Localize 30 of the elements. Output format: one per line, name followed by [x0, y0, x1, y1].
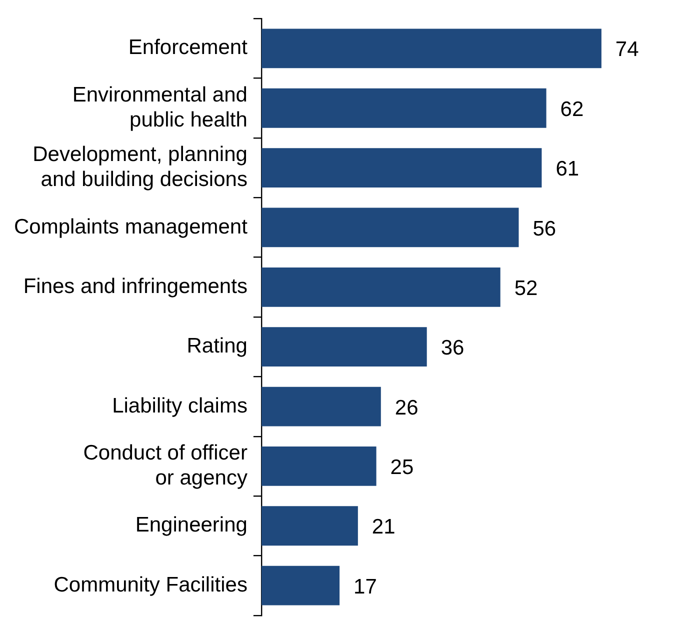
y-tick-label: Engineering	[135, 514, 248, 537]
bar	[261, 327, 427, 367]
y-tick-label: Conduct of officer or agency	[83, 441, 248, 490]
bar	[261, 566, 340, 606]
bar	[261, 148, 542, 188]
bar	[261, 446, 376, 486]
data-label: 36	[440, 336, 464, 360]
y-tick-label: Liability claims	[112, 394, 248, 418]
data-label: 26	[394, 396, 418, 420]
bar	[261, 386, 381, 426]
bar	[261, 28, 602, 68]
y-tick-label: Fines and infringements	[23, 274, 248, 298]
y-tick-label: Environmental and public health	[72, 83, 248, 132]
data-label: 17	[354, 575, 377, 598]
y-tick-label: Complaints management	[14, 215, 248, 238]
data-label: 56	[532, 217, 556, 240]
bar	[261, 506, 358, 546]
data-label: 74	[615, 38, 640, 62]
data-label: 61	[556, 158, 580, 181]
bar	[261, 88, 546, 128]
data-label: 62	[560, 98, 584, 121]
data-label: 25	[390, 456, 414, 479]
bar	[261, 267, 500, 307]
y-tick-label: Development, planning and building decisions	[32, 142, 248, 192]
y-tick-label: Community Facilities	[54, 573, 248, 596]
bar	[261, 208, 519, 248]
data-label: 52	[514, 276, 538, 300]
y-tick-label: Enforcement	[128, 36, 248, 60]
data-label: 21	[372, 516, 396, 539]
y-tick-label: Rating	[186, 334, 248, 358]
